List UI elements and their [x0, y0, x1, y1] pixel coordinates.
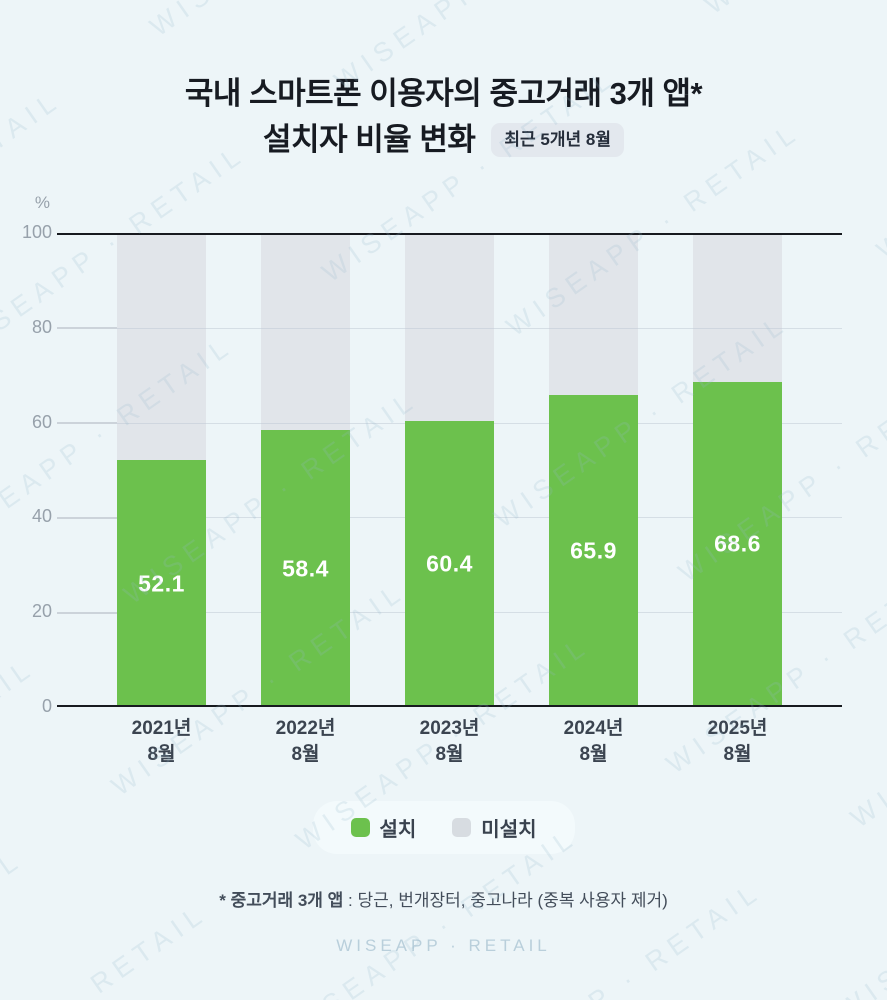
y-axis-tick-label: 80 — [31, 316, 52, 337]
page-title-line1: 국내 스마트폰 이용자의 중고거래 3개 앱* — [184, 76, 703, 111]
y-axis-tick-label: 40 — [31, 506, 52, 527]
top-axis-line — [57, 233, 842, 235]
bar-segment-installed — [117, 460, 206, 707]
y-axis-tick-mark — [57, 422, 117, 425]
legend-label-not-installed: 미설치 — [481, 819, 537, 841]
legend-item-not-installed: 미설치 — [452, 813, 537, 842]
watermark-text: WISEAPP · RETAIL WISEAPP · RETAIL WISEAP… — [377, 487, 887, 1000]
page-title-row2: 설치자 비율 변화 최근 5개년 8월 — [0, 118, 887, 162]
y-axis-unit-label: % — [34, 193, 50, 212]
bar-segment-not-installed — [549, 235, 638, 395]
bar-value-label: 52.1 — [138, 570, 185, 597]
period-badge: 최근 5개년 8월 — [491, 123, 624, 157]
y-axis-tick-mark — [57, 611, 117, 614]
legend-item-installed: 설치 — [350, 813, 416, 842]
footnote-rest: : 당근, 번개장터, 중고나라 (중복 사용자 제거) — [343, 891, 668, 910]
title-block: 국내 스마트폰 이용자의 중고거래 3개 앱* 설치자 비율 변화 최근 5개년… — [0, 72, 887, 162]
gridline — [57, 327, 842, 329]
brand-footer: WISEAPP · RETAIL — [336, 936, 551, 955]
y-axis-tick-label: 60 — [31, 411, 52, 432]
legend-label-installed: 설치 — [379, 819, 417, 841]
bar-segment-installed — [549, 394, 638, 707]
footnote: * 중고거래 3개 앱 : 당근, 번개장터, 중고나라 (중복 사용자 제거) — [0, 886, 887, 911]
legend: 설치 미설치 — [312, 801, 575, 854]
x-axis-line — [57, 705, 842, 707]
watermark-text: WISEAPP · RETAIL WISEAPP · RETAIL WISEAP… — [205, 241, 887, 1000]
legend-swatch-installed-icon — [350, 818, 370, 837]
bar-value-label: 58.4 — [282, 555, 329, 582]
bar-value-label: 65.9 — [570, 537, 617, 564]
bar-segment-installed — [261, 430, 350, 707]
bar-value-label: 60.4 — [426, 550, 473, 577]
x-axis-tick-label: 2021년 8월 — [131, 718, 192, 765]
footnote-bold: * 중고거래 3개 앱 — [219, 891, 344, 910]
y-axis-tick-label: 100 — [21, 222, 52, 242]
y-axis-tick-label: 0 — [41, 696, 52, 716]
x-axis-tick-label: 2023년 8월 — [419, 718, 480, 765]
bar-value-label: 68.6 — [714, 530, 761, 557]
y-axis-tick-label: 20 — [31, 601, 52, 622]
y-axis-tick-mark — [57, 327, 117, 330]
x-axis-tick-label: 2025년 8월 — [707, 718, 768, 765]
bar-segment-not-installed — [261, 235, 350, 431]
y-axis-tick-mark — [57, 516, 117, 519]
bar-segment-installed — [693, 381, 782, 707]
bar-segment-not-installed — [117, 235, 206, 461]
page-title-line2: 설치자 비율 변화 — [263, 122, 476, 157]
bar-segment-not-installed — [693, 235, 782, 382]
x-axis-tick-label: 2022년 8월 — [275, 718, 336, 765]
bar-segment-installed — [405, 420, 494, 707]
plot-area: 52.1 58.4 60.4 65.9 68.6 — [57, 233, 842, 707]
x-axis-tick-label: 2024년 8월 — [563, 718, 624, 765]
legend-swatch-not-installed-icon — [452, 818, 472, 837]
